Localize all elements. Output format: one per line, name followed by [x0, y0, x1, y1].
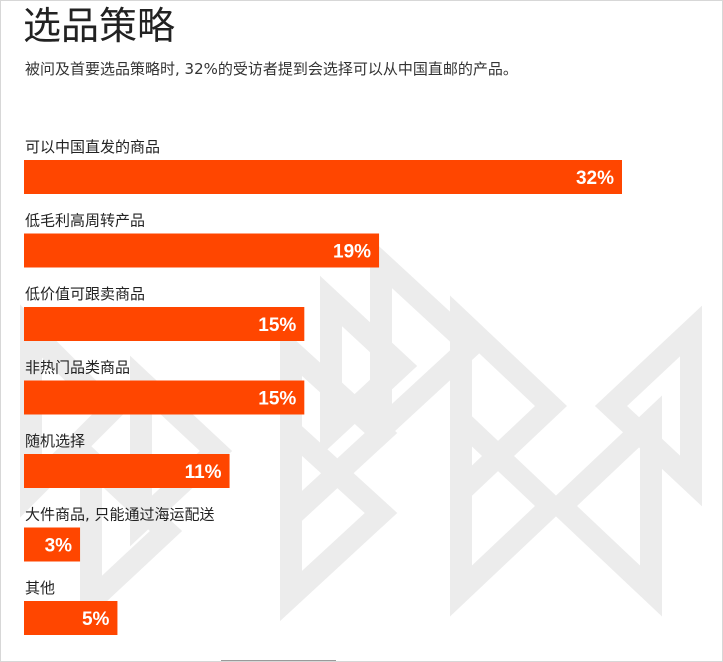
bar	[24, 527, 81, 562]
bar-value-label: 3%	[45, 536, 73, 557]
category-label: 其他	[25, 579, 55, 597]
category-label: 低价值可跟卖商品	[25, 285, 145, 303]
chart-subtitle: 被问及首要选品策略时, 32%的受访者提到会选择可以从中国直邮的产品。	[25, 60, 518, 78]
bar-value-label: 15%	[258, 389, 296, 410]
bar	[24, 160, 622, 194]
bar-value-label: 11%	[185, 462, 222, 483]
category-label: 随机选择	[25, 432, 85, 450]
bar-value-label: 32%	[576, 168, 614, 189]
category-label: 大件商品, 只能通过海运配送	[25, 506, 215, 524]
bottom-scroll-indicator	[221, 660, 336, 661]
category-label: 低毛利高周转产品	[25, 212, 145, 230]
bar-value-label: 15%	[258, 315, 296, 336]
bar	[24, 601, 118, 635]
bar	[24, 233, 380, 268]
bar-value-label: 5%	[82, 609, 110, 630]
bar	[24, 307, 305, 341]
chart-title: 选品策略	[23, 4, 176, 48]
bar	[24, 380, 305, 415]
category-label: 非热门品类商品	[25, 359, 130, 377]
bar	[24, 454, 230, 488]
bar-value-label: 19%	[333, 242, 371, 263]
category-label: 可以中国直发的商品	[25, 138, 160, 156]
